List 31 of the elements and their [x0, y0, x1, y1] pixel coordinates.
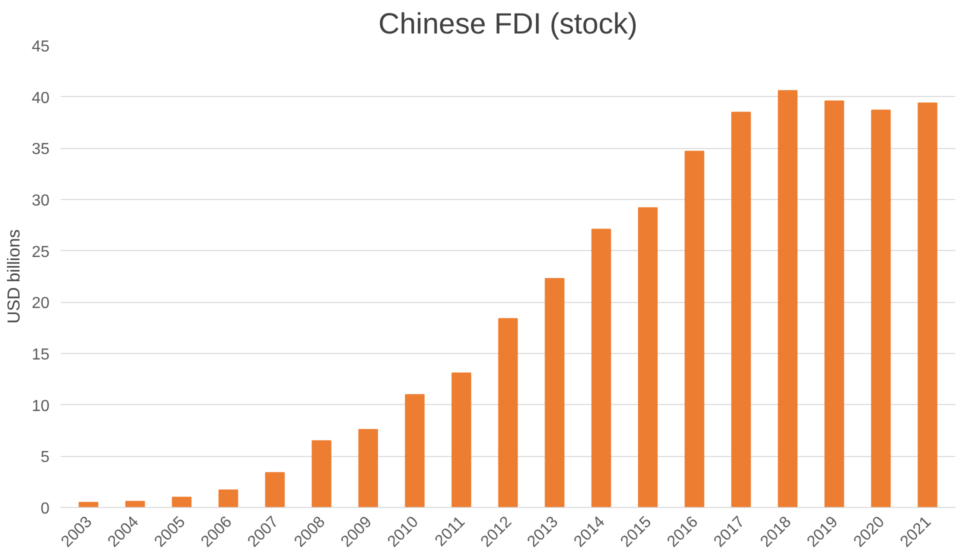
bar	[638, 207, 658, 508]
y-tick-label: 30	[32, 192, 50, 210]
y-tick-label: 20	[32, 295, 50, 312]
bar	[172, 496, 192, 508]
bar	[498, 318, 518, 508]
bar	[731, 112, 751, 508]
bar	[452, 372, 472, 508]
bar	[871, 110, 891, 508]
y-tick-label: 0	[40, 500, 50, 518]
bar	[778, 90, 798, 508]
chart-title: Chinese FDI (stock)	[378, 8, 638, 40]
bar	[218, 490, 238, 508]
bar	[265, 472, 285, 508]
y-tick-label: 10	[32, 398, 50, 415]
bar	[312, 440, 332, 508]
bar	[125, 500, 145, 508]
bar	[684, 150, 704, 508]
bar	[918, 102, 938, 508]
y-tick-label: 5	[40, 449, 50, 466]
bar	[824, 100, 844, 508]
bar	[78, 502, 98, 508]
bar	[544, 278, 564, 508]
y-tick-label: 15	[32, 346, 50, 364]
y-tick-label: 25	[32, 244, 50, 261]
y-axis-title: USD billions	[4, 228, 24, 324]
y-tick-label: 40	[32, 90, 50, 107]
bar	[404, 394, 425, 508]
bar	[358, 428, 378, 508]
bar	[591, 228, 612, 508]
y-tick-label: 45	[32, 38, 50, 56]
y-tick-label: 35	[32, 141, 50, 158]
